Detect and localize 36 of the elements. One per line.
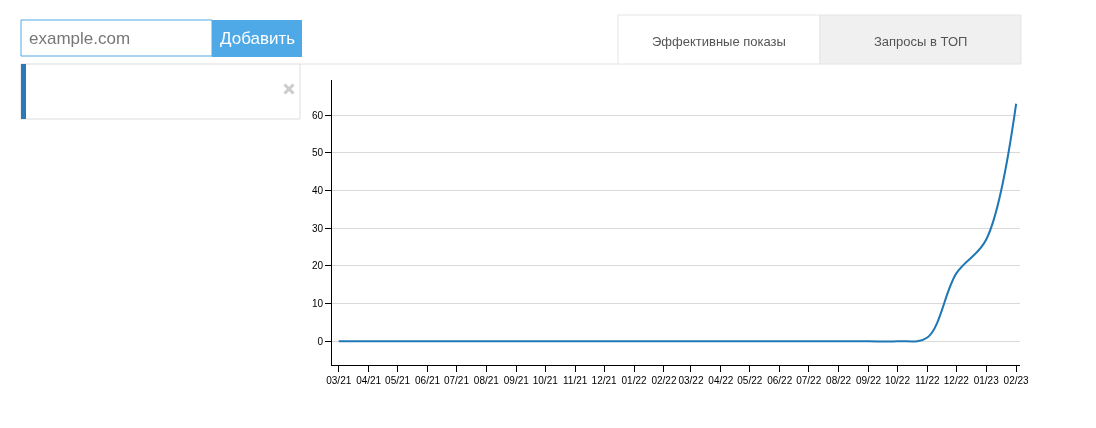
x-tick-label: 05/22 [737, 375, 763, 386]
y-tick-label: 30 [311, 222, 324, 234]
x-tick-label: 12/22 [943, 375, 970, 386]
y-tick-label: 50 [311, 147, 324, 159]
x-tick-label: 01/22 [621, 375, 647, 386]
x-tick-label: 08/22 [826, 375, 852, 386]
x-tick-label: 11/21 [563, 375, 588, 386]
x-tick-label: 06/22 [767, 375, 793, 386]
y-tick-label: 0 [317, 335, 324, 347]
x-tick-label: 03/21 [326, 375, 352, 386]
x-tick-label: 06/21 [415, 375, 441, 386]
x-tick-label: 04/21 [356, 375, 382, 386]
text: Запросы в ТОП [874, 34, 968, 49]
x-tick-label: 08/21 [473, 375, 500, 386]
text: example.com [29, 29, 131, 48]
x-tick-label: 04/22 [708, 375, 734, 386]
x-tick-label: 03/22 [678, 375, 704, 386]
x-tick-label: 09/21 [503, 375, 530, 386]
x-tick-label: 01/23 [973, 375, 1000, 386]
x-tick-label: 05/21 [385, 375, 411, 386]
x-tick-label: 12/21 [591, 375, 618, 386]
y-tick-label: 20 [311, 260, 324, 272]
line-series [337, 102, 1018, 343]
text: Эффективные показы [652, 34, 786, 49]
x-tick-label: 10/22 [884, 375, 911, 386]
x-tick-label: 09/22 [855, 375, 882, 386]
y-tick-label: 40 [311, 184, 324, 196]
x-tick-label: 07/22 [796, 375, 822, 386]
x-tick-label: 11/22 [915, 375, 940, 386]
x-tick-label: 02/22 [651, 375, 677, 386]
x-tick-label: 02/23 [1003, 375, 1030, 386]
x-tick-label: 10/21 [532, 375, 559, 386]
text: Добавить [220, 29, 296, 48]
y-tick-label: 60 [311, 109, 324, 121]
y-tick-label: 10 [311, 298, 324, 310]
x-tick-label: 07/21 [443, 375, 470, 386]
